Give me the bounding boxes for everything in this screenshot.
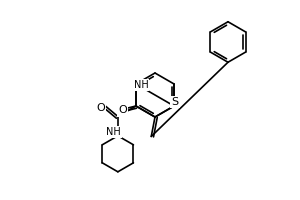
Text: O: O <box>96 103 105 113</box>
Text: NH: NH <box>106 127 121 137</box>
Text: NH: NH <box>134 80 148 90</box>
Text: O: O <box>118 105 127 115</box>
Text: S: S <box>172 97 178 107</box>
